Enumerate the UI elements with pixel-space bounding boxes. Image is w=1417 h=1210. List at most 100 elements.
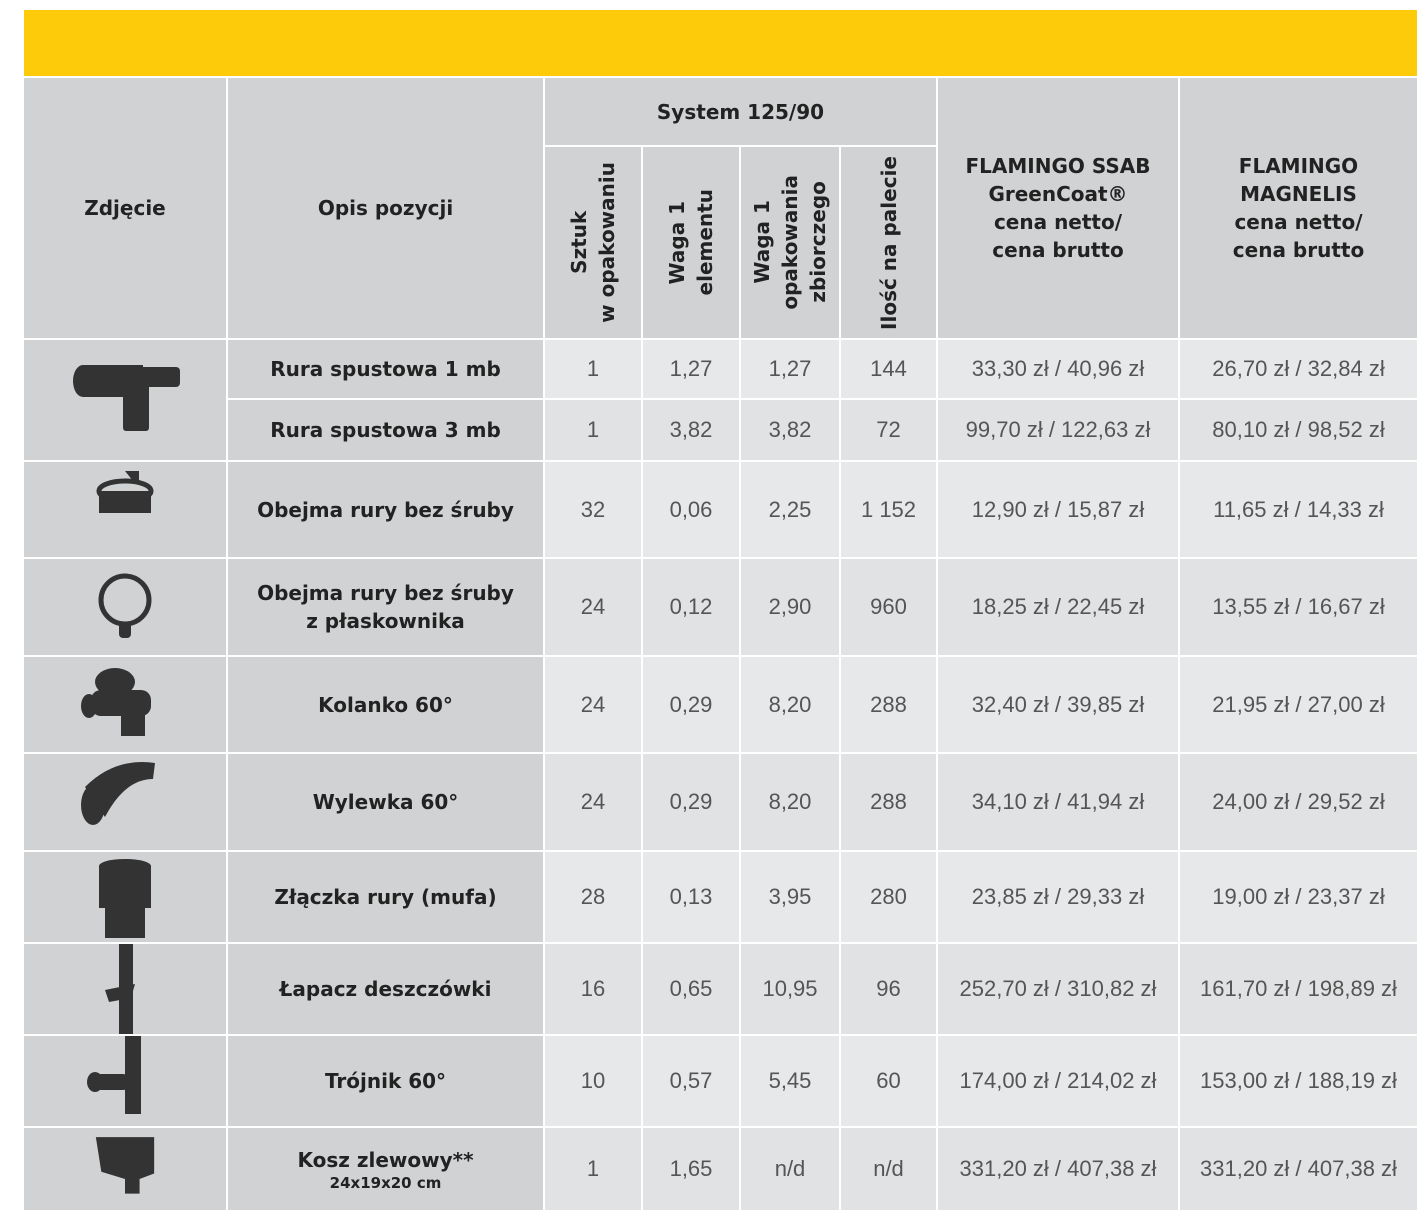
value-cell: 24	[545, 657, 641, 752]
header-line: FLAMINGO SSAB	[966, 152, 1151, 180]
value-cell: 0,13	[643, 852, 739, 942]
value-cell: 23,85 zł / 29,33 zł	[938, 852, 1178, 942]
value-cell: 0,12	[643, 559, 739, 655]
value-cell: 26,70 zł / 32,84 zł	[1180, 340, 1417, 398]
value-cell: 1	[545, 1128, 641, 1210]
header-line: elementu	[691, 189, 719, 295]
header-line: cena netto/	[1234, 208, 1362, 236]
name-cell: Wylewka 60°	[228, 754, 543, 850]
value-cell: 1	[545, 340, 641, 398]
value-cell: 33,30 zł / 40,96 zł	[938, 340, 1178, 398]
header-line: w opakowaniu	[593, 162, 621, 323]
product-name: Wylewka 60°	[313, 788, 459, 816]
photo-cell	[24, 657, 226, 752]
product-name: Obejma rury bez śruby	[257, 579, 514, 607]
product-name: Trójnik 60°	[325, 1067, 446, 1095]
product-name: Złączka rury (mufa)	[274, 883, 496, 911]
value-cell: 3,82	[643, 400, 739, 460]
value-cell: n/d	[741, 1128, 839, 1210]
value-cell: 3,82	[741, 400, 839, 460]
value-cell: 0,57	[643, 1036, 739, 1126]
name-cell: Kolanko 60°	[228, 657, 543, 752]
product-note: 24x19x20 cm	[330, 1174, 442, 1192]
value-cell: 2,90	[741, 559, 839, 655]
value-cell: 144	[841, 340, 936, 398]
name-cell: Obejma rury bez śruby	[228, 462, 543, 557]
name-cell: Rura spustowa 1 mb	[228, 340, 543, 398]
product-name: z płaskownika	[306, 607, 465, 635]
product-photo	[65, 852, 185, 942]
header-group: System 125/90	[545, 78, 936, 145]
value-cell: 60	[841, 1036, 936, 1126]
value-cell: 161,70 zł / 198,89 zł	[1180, 944, 1417, 1034]
value-cell: 34,10 zł / 41,94 zł	[938, 754, 1178, 850]
value-cell: 0,65	[643, 944, 739, 1034]
value-cell: 331,20 zł / 407,38 zł	[938, 1128, 1178, 1210]
product-photo	[65, 355, 185, 445]
header-line: GreenCoat®	[988, 180, 1127, 208]
header-cell: Zdjęcie	[24, 78, 226, 338]
value-cell: 8,20	[741, 657, 839, 752]
header-line: Waga 1	[663, 201, 691, 285]
value-cell: 3,95	[741, 852, 839, 942]
header-subcell: Ilość na palecie	[841, 147, 936, 338]
value-cell: 0,29	[643, 657, 739, 752]
photo-cell	[24, 852, 226, 942]
photo-cell	[24, 1128, 226, 1210]
value-cell: 96	[841, 944, 936, 1034]
header-line: cena brutto	[992, 236, 1123, 264]
value-cell: 28	[545, 852, 641, 942]
header-line: opakowania	[776, 175, 804, 310]
value-cell: 174,00 zł / 214,02 zł	[938, 1036, 1178, 1126]
value-cell: 16	[545, 944, 641, 1034]
photo-cell	[24, 462, 226, 557]
value-cell: n/d	[841, 1128, 936, 1210]
value-cell: 18,25 zł / 22,45 zł	[938, 559, 1178, 655]
header-line: Waga 1	[748, 201, 776, 285]
photo-cell	[24, 754, 226, 850]
product-photo	[65, 660, 185, 750]
header-line: cena brutto	[1233, 236, 1364, 264]
product-name: Rura spustowa 1 mb	[270, 355, 501, 383]
value-cell: 1	[545, 400, 641, 460]
header-line: MAGNELIS	[1240, 180, 1357, 208]
value-cell: 960	[841, 559, 936, 655]
value-cell: 12,90 zł / 15,87 zł	[938, 462, 1178, 557]
value-cell: 10,95	[741, 944, 839, 1034]
product-name: Kosz zlewowy**	[297, 1146, 473, 1174]
value-cell: 288	[841, 657, 936, 752]
name-cell: Kosz zlewowy**24x19x20 cm	[228, 1128, 543, 1210]
value-cell: 1,65	[643, 1128, 739, 1210]
value-cell: 153,00 zł / 188,19 zł	[1180, 1036, 1417, 1126]
photo-cell	[24, 340, 226, 460]
vertical-label: Ilość na palecie	[875, 156, 903, 330]
value-cell: 99,70 zł / 122,63 zł	[938, 400, 1178, 460]
value-cell: 13,55 zł / 16,67 zł	[1180, 559, 1417, 655]
photo-cell	[24, 1036, 226, 1126]
value-cell: 5,45	[741, 1036, 839, 1126]
photo-cell	[24, 559, 226, 655]
product-photo	[65, 465, 185, 555]
product-name: Kolanko 60°	[318, 691, 453, 719]
value-cell: 10	[545, 1036, 641, 1126]
product-photo	[65, 944, 185, 1034]
name-cell: Złączka rury (mufa)	[228, 852, 543, 942]
value-cell: 80,10 zł / 98,52 zł	[1180, 400, 1417, 460]
header-line: zbiorczego	[804, 182, 832, 304]
value-cell: 24	[545, 559, 641, 655]
value-cell: 1 152	[841, 462, 936, 557]
value-cell: 0,06	[643, 462, 739, 557]
value-cell: 280	[841, 852, 936, 942]
product-name: Rura spustowa 3 mb	[270, 416, 501, 444]
product-name: Łapacz deszczówki	[280, 975, 492, 1003]
value-cell: 288	[841, 754, 936, 850]
value-cell: 1,27	[741, 340, 839, 398]
